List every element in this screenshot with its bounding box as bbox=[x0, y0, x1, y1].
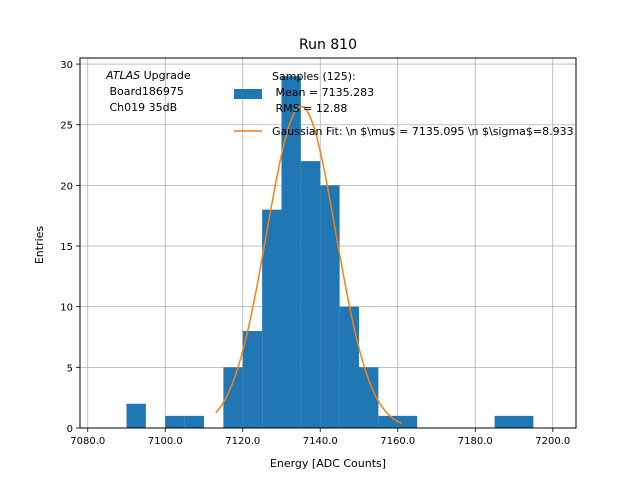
y-tick-label-3: 15 bbox=[60, 242, 73, 253]
y-tick-label-1: 5 bbox=[67, 363, 73, 374]
x-tick-label-2: 7120.0 bbox=[225, 436, 260, 447]
x-tick-label-6: 7200.0 bbox=[535, 436, 570, 447]
x-tick-label-3: 7140.0 bbox=[303, 436, 338, 447]
legend-samples-title: Samples (125): bbox=[272, 70, 356, 83]
x-tick-label-5: 7180.0 bbox=[458, 436, 493, 447]
x-axis-label: Energy [ADC Counts] bbox=[270, 457, 386, 470]
y-tick-label-2: 10 bbox=[60, 303, 73, 314]
histogram-bar-8 bbox=[320, 185, 340, 428]
atlas-upgrade: Upgrade bbox=[140, 69, 191, 82]
histogram-bar-3 bbox=[223, 367, 243, 428]
x-tick-label-1: 7100.0 bbox=[148, 436, 183, 447]
x-tick-label-0: 7080.0 bbox=[70, 436, 105, 447]
y-tick-label-4: 20 bbox=[60, 181, 73, 192]
channel-label: Ch019 35dB bbox=[106, 101, 177, 114]
x-tick-label-4: 7160.0 bbox=[380, 436, 415, 447]
histogram-bar-7 bbox=[300, 161, 321, 429]
y-axis-label: Entries bbox=[33, 226, 46, 265]
legend-samples-rms: RMS = 12.88 bbox=[272, 102, 347, 115]
legend-samples-mean: Mean = 7135.283 bbox=[272, 86, 374, 99]
histogram-bar-14 bbox=[514, 415, 534, 428]
histogram-bar-12 bbox=[397, 415, 418, 428]
y-tick-label-0: 0 bbox=[67, 424, 73, 435]
y-tick-label-5: 25 bbox=[60, 121, 73, 132]
histogram-bar-6 bbox=[281, 76, 301, 429]
histogram-bars bbox=[126, 76, 534, 429]
histogram-bar-4 bbox=[242, 330, 263, 428]
gaussian-fit-curve bbox=[215, 105, 402, 424]
histogram-bar-2 bbox=[184, 415, 204, 428]
histogram-bar-10 bbox=[359, 367, 379, 428]
histogram-bar-11 bbox=[378, 415, 398, 428]
plot-frame bbox=[79, 57, 577, 429]
atlas-italic: ATLAS bbox=[105, 69, 140, 82]
histogram-bar-0 bbox=[126, 403, 146, 428]
x-axis-ticks: 7080.0 7100.0 7120.0 7140.0 7160.0 7180.0 7200… bbox=[70, 428, 570, 447]
histogram-bar-13 bbox=[494, 415, 514, 428]
legend: Samples (125): Mean = 7135.283 RMS = 12.… bbox=[234, 70, 574, 138]
legend-samples-swatch bbox=[234, 89, 262, 99]
histogram-bar-5 bbox=[262, 209, 282, 428]
y-tick-label-6: 30 bbox=[60, 60, 73, 71]
legend-fit-label: Gaussian Fit: \n $\mu$ = 7135.095 \n $\s… bbox=[272, 125, 574, 138]
atlas-label-line: ATLAS Upgrade bbox=[105, 69, 191, 82]
board-label: Board186975 bbox=[106, 85, 184, 98]
histogram-bar-1 bbox=[165, 415, 185, 428]
atlas-annotation: ATLAS Upgrade Board186975 Ch019 35dB bbox=[105, 69, 191, 114]
histogram-bar-9 bbox=[339, 306, 359, 428]
y-axis-ticks: 0 5 10 15 20 25 30 bbox=[60, 60, 80, 435]
chart-title: Run 810 bbox=[299, 37, 357, 53]
